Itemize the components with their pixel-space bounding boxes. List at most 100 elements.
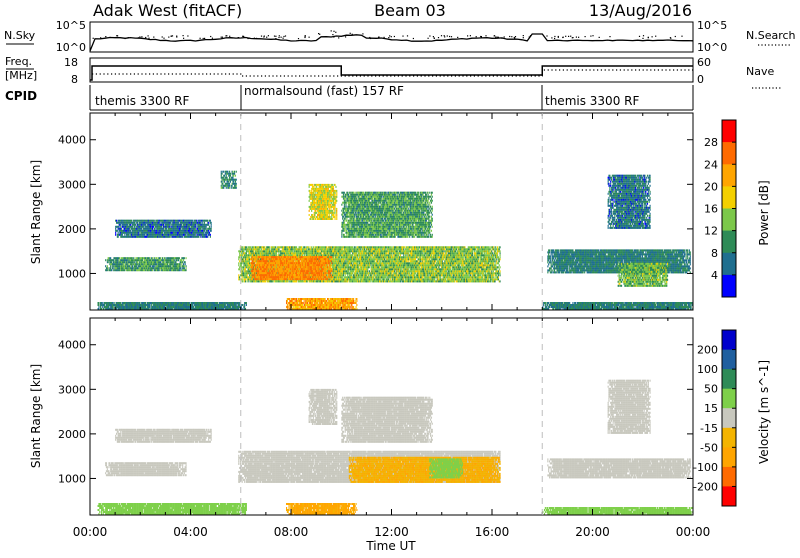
heatmap-cell bbox=[236, 185, 237, 187]
nsky-noise-point bbox=[283, 36, 284, 37]
heatmap-cell bbox=[357, 256, 358, 258]
nsky-noise-point bbox=[467, 35, 468, 36]
heatmap-cell bbox=[264, 246, 265, 248]
heatmap-cell bbox=[150, 306, 151, 308]
nsky-noise-point bbox=[105, 36, 106, 37]
heatmap-cell bbox=[117, 230, 118, 232]
heatmap-cell bbox=[143, 226, 144, 228]
heatmap-cell bbox=[134, 257, 135, 259]
nsky-noise-point bbox=[639, 36, 640, 37]
heatmap-cell bbox=[196, 220, 197, 222]
heatmap-cell bbox=[246, 252, 247, 254]
nsky-noise-point bbox=[599, 37, 600, 38]
nsky-noise-point bbox=[232, 37, 233, 38]
heatmap-cell bbox=[321, 252, 322, 254]
heatmap-cell bbox=[211, 226, 212, 228]
heatmap-cell bbox=[236, 183, 237, 185]
nsky-noise-point bbox=[279, 35, 280, 36]
nsky-noise-point bbox=[256, 38, 257, 39]
heatmap-cell bbox=[238, 274, 239, 276]
heatmap-cell bbox=[259, 248, 260, 250]
nsky-noise-point bbox=[141, 36, 142, 37]
heatmap-cell bbox=[236, 171, 237, 173]
heatmap-cell bbox=[358, 278, 359, 280]
heatmap-cell bbox=[144, 234, 145, 236]
heatmap-cell bbox=[145, 306, 146, 308]
heatmap-cell bbox=[238, 258, 239, 260]
nsky-noise-point bbox=[148, 38, 149, 39]
heatmap-cell bbox=[180, 265, 181, 267]
nsky-noise-point bbox=[509, 36, 510, 37]
heatmap-cell bbox=[221, 175, 222, 177]
heatmap-cell bbox=[352, 246, 353, 248]
heatmap-cell bbox=[134, 226, 135, 228]
heatmap-cell bbox=[104, 304, 105, 306]
nsky-noise-point bbox=[504, 36, 505, 37]
heatmap-cell bbox=[304, 246, 305, 248]
heatmap-cell bbox=[246, 302, 247, 304]
nsearch-tick-top: 10^5 bbox=[697, 19, 727, 32]
heatmap-cell bbox=[224, 175, 225, 177]
heatmap-cell bbox=[222, 183, 223, 185]
heatmap-cell bbox=[229, 183, 230, 185]
heatmap-cell bbox=[211, 230, 212, 232]
nsky-noise-point bbox=[568, 36, 569, 37]
nsky-noise-point bbox=[264, 36, 265, 37]
heatmap-cell bbox=[139, 232, 140, 234]
nsky-noise-point bbox=[254, 38, 255, 39]
nsky-noise-point bbox=[162, 36, 163, 37]
heatmap-cell bbox=[180, 269, 181, 271]
heatmap-cell bbox=[223, 187, 224, 189]
nsky-noise-point bbox=[444, 35, 445, 36]
freq-label-top: Freq. bbox=[5, 55, 32, 68]
heatmap-cell bbox=[181, 224, 182, 226]
heatmap-cell bbox=[249, 260, 250, 262]
nsky-noise-point bbox=[204, 38, 205, 39]
nsky-noise-point bbox=[183, 38, 184, 39]
heatmap-cell bbox=[235, 181, 236, 183]
heatmap-cell bbox=[113, 302, 114, 304]
heatmap-cell bbox=[230, 175, 231, 177]
heatmap-cell bbox=[185, 263, 186, 265]
heatmap-cell bbox=[114, 302, 115, 304]
cpid-segment-2: normalsound (fast) 157 RF bbox=[244, 84, 404, 98]
heatmap-cell bbox=[206, 228, 207, 230]
nsky-noise-point bbox=[501, 38, 502, 39]
heatmap-cell bbox=[137, 261, 138, 263]
heatmap-cell bbox=[120, 302, 121, 304]
heatmap-cell bbox=[306, 248, 307, 250]
nsearch-label: N.Search bbox=[746, 29, 796, 42]
heatmap-cell bbox=[339, 256, 340, 258]
nsky-noise-point bbox=[266, 37, 267, 38]
nsky-noise-point bbox=[335, 32, 336, 33]
heatmap-cell bbox=[184, 267, 185, 269]
heatmap-cell bbox=[242, 278, 243, 280]
heatmap-cell bbox=[180, 267, 181, 269]
heatmap-cell bbox=[155, 228, 156, 230]
nsky-noise-point bbox=[226, 35, 227, 36]
heatmap-cell bbox=[115, 232, 116, 234]
heatmap-cell bbox=[222, 173, 223, 175]
heatmap-cell bbox=[326, 246, 327, 248]
nsky-noise-point bbox=[275, 38, 276, 39]
heatmap-cell bbox=[167, 263, 168, 265]
nsky-noise-point bbox=[93, 38, 94, 39]
heatmap-cell bbox=[120, 226, 121, 228]
heatmap-cell bbox=[170, 265, 171, 267]
nsky-noise-point bbox=[278, 37, 279, 38]
heatmap-cell bbox=[333, 256, 334, 258]
heatmap-cell bbox=[102, 306, 103, 308]
nsky-noise-point bbox=[642, 38, 643, 39]
nsky-noise-point bbox=[498, 37, 499, 38]
heatmap-cell bbox=[342, 276, 343, 278]
heatmap-cell bbox=[107, 269, 108, 271]
heatmap-cell bbox=[265, 280, 266, 282]
heatmap-cell bbox=[115, 228, 116, 230]
nsky-noise-point bbox=[529, 36, 530, 37]
heatmap-cell bbox=[192, 304, 193, 306]
heatmap-cell bbox=[226, 175, 227, 177]
heatmap-cell bbox=[127, 224, 128, 226]
nsky-noise-point bbox=[332, 34, 333, 35]
heatmap-cell bbox=[115, 234, 116, 236]
